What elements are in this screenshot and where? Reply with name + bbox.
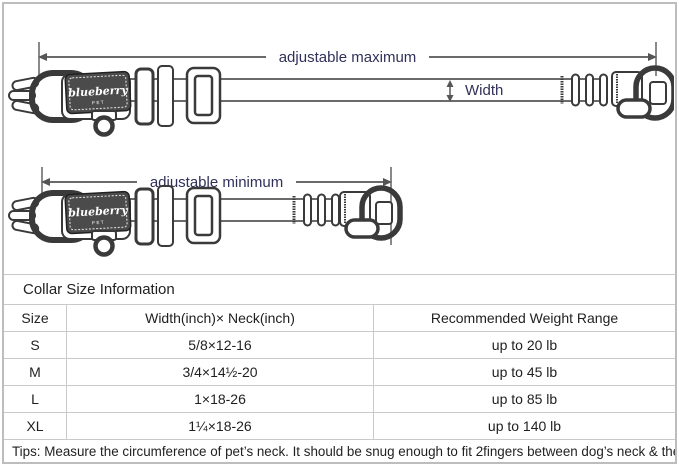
table-row: S 5/8×12-16 up to 20 lb: [4, 331, 675, 359]
arrow-left-icon: [41, 178, 50, 186]
width-label: Width: [465, 82, 504, 99]
cell-size: L: [4, 385, 67, 413]
collar-illustration-minimum: blueberry PET: [8, 185, 403, 257]
section-title: Collar Size Information: [4, 275, 675, 305]
brand-logo-sub: PET: [92, 100, 106, 106]
cell-dimensions: 5/8×12-16: [66, 331, 374, 359]
cell-size: S: [4, 331, 67, 359]
brand-logo-sub: PET: [92, 220, 106, 226]
adjustable-minimum-label: adjustable minimum: [149, 173, 284, 191]
table-row: XL 1¼×18-26 up to 140 lb: [4, 412, 675, 440]
width-annotation: Width: [444, 80, 503, 102]
arrow-right-icon: [383, 178, 393, 186]
collar-diagram-area: adjustable maximum: [4, 4, 675, 275]
collar-illustration-maximum: blueberry PET: [8, 65, 674, 137]
cell-dimensions: 1¼×18-26: [66, 412, 374, 440]
cell-dimensions: 3/4×14½-20: [66, 358, 374, 386]
table-row: L 1×18-26 up to 85 lb: [4, 385, 675, 413]
header-size: Size: [4, 304, 67, 332]
dimension-line-segment: [296, 181, 384, 183]
adjustable-maximum-label: adjustable maximum: [278, 48, 417, 66]
cell-weight: up to 140 lb: [373, 412, 675, 440]
arrow-right-icon: [648, 53, 657, 61]
dimension-line-segment: [47, 56, 266, 58]
cell-size: XL: [4, 412, 67, 440]
cell-size: M: [4, 358, 67, 386]
cell-weight: up to 20 lb: [373, 331, 675, 359]
dimension-line-maximum: adjustable maximum: [38, 44, 657, 70]
cell-weight: up to 85 lb: [373, 385, 675, 413]
collar-size-table: Size Width(inch)× Neck(inch) Recommended…: [4, 304, 675, 440]
brand-logo-text: blueberry: [68, 83, 130, 99]
dimension-line-segment: [50, 181, 137, 183]
header-weight-range: Recommended Weight Range: [373, 304, 675, 332]
header-width-neck: Width(inch)× Neck(inch): [66, 304, 374, 332]
dimension-line-minimum: adjustable minimum: [41, 169, 393, 195]
arrow-left-icon: [38, 53, 47, 61]
tips-note: Tips: Measure the circumference of pet’s…: [4, 439, 675, 462]
table-row: M 3/4×14½-20 up to 45 lb: [4, 358, 675, 386]
dimension-line-segment: [429, 56, 648, 58]
table-header-row: Size Width(inch)× Neck(inch) Recommended…: [4, 304, 675, 332]
brand-logo-text: blueberry: [68, 203, 130, 219]
cell-dimensions: 1×18-26: [66, 385, 374, 413]
vertical-arrow-icon: [446, 80, 454, 102]
cell-weight: up to 45 lb: [373, 358, 675, 386]
